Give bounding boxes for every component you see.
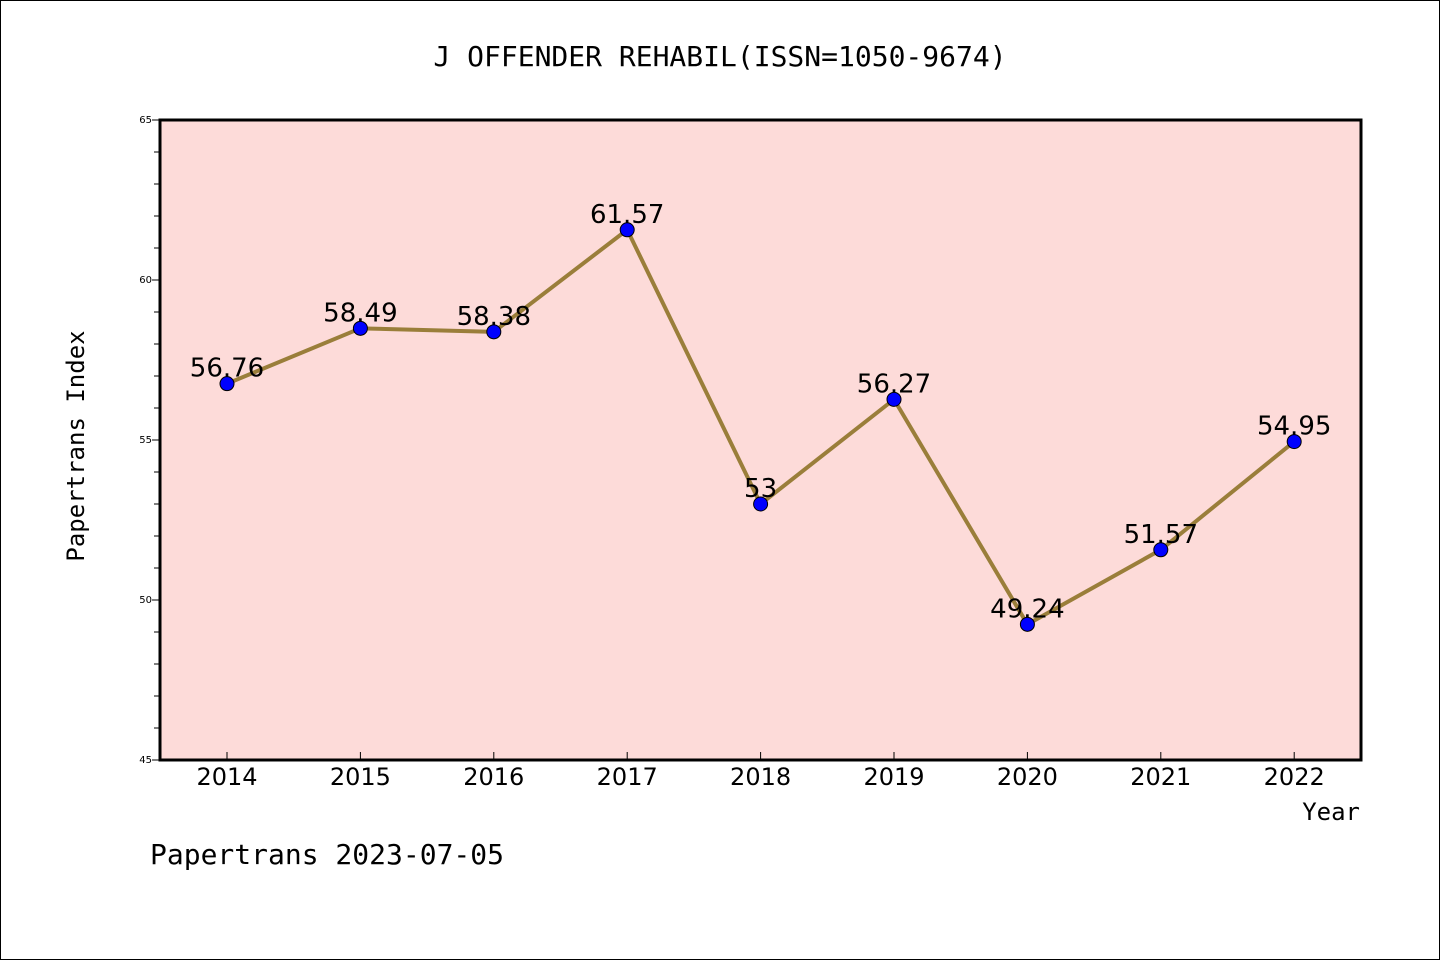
y-tick-label: 65 (139, 115, 152, 126)
data-point-marker (486, 324, 502, 340)
y-tick-label: 45 (139, 755, 152, 766)
data-point-marker (753, 496, 769, 512)
x-axis-title: Year (1302, 798, 1360, 826)
data-label: 58.49 (323, 298, 397, 328)
y-axis-title: Papertrans Index (62, 330, 90, 561)
x-tick-label: 2018 (730, 763, 791, 791)
data-point-marker (619, 222, 635, 238)
data-point-marker (1153, 542, 1169, 558)
x-tick-label: 2017 (597, 763, 658, 791)
y-tick-label: 60 (139, 275, 152, 286)
x-tick-label: 2019 (863, 763, 924, 791)
data-point-marker (886, 391, 902, 407)
x-tick-label: 2016 (463, 763, 524, 791)
x-tick-label: 2022 (1264, 763, 1325, 791)
plot-area (158, 118, 1363, 762)
data-point-marker (219, 376, 235, 392)
x-tick-label: 2014 (196, 763, 257, 791)
data-point-marker (1286, 434, 1302, 450)
x-tick-label: 2015 (330, 763, 391, 791)
data-label: 51.57 (1124, 520, 1198, 550)
data-label: 53 (744, 474, 777, 504)
x-tick-label: 2021 (1130, 763, 1191, 791)
data-label: 58.38 (457, 302, 531, 332)
data-label-group: 56.76 58.49 58.38 61.57 53 56.27 49.24 51.57 54.… (190, 200, 1332, 625)
y-tick-label: 55 (139, 435, 152, 446)
data-label: 56.76 (190, 354, 264, 384)
data-label: 61.57 (590, 200, 664, 230)
series-line-group (219, 222, 1302, 632)
y-tick-label: 50 (139, 595, 152, 606)
chart-title: J OFFENDER REHABIL(ISSN=1050-9674) (433, 40, 1006, 73)
footer-date-stamp: Papertrans 2023-07-05 (150, 838, 504, 871)
x-axis: 2014 2015 2016 2017 2018 2019 2020 2021 2022 (196, 752, 1325, 791)
data-label: 54.95 (1257, 412, 1331, 442)
data-point-marker (352, 320, 368, 336)
x-tick-label: 2020 (997, 763, 1058, 791)
data-label: 49.24 (990, 594, 1064, 624)
y-axis: 45 50 55 60 65 (139, 115, 160, 766)
data-point-marker (1019, 616, 1035, 632)
data-label: 56.27 (857, 369, 931, 399)
